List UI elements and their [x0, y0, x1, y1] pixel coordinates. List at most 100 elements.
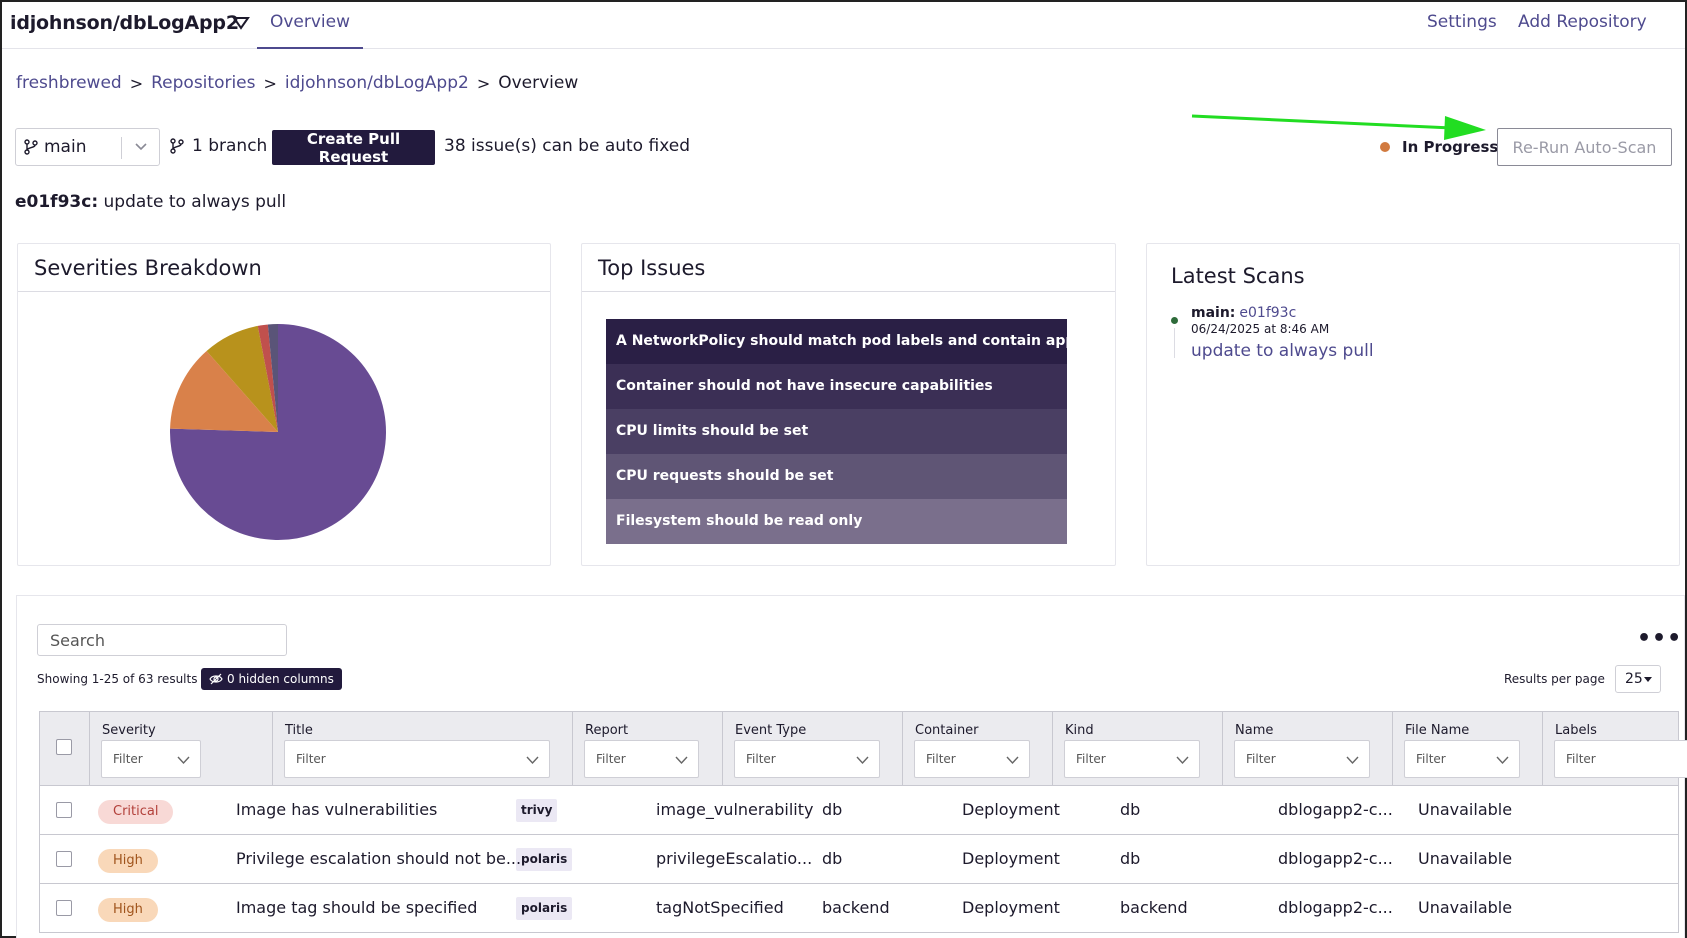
- filter-placeholder: Filter: [1246, 752, 1276, 766]
- pie-slice-critical[interactable]: [257, 324, 278, 432]
- more-options-icon[interactable]: •••: [1637, 626, 1683, 651]
- settings-link[interactable]: Settings: [1427, 12, 1497, 32]
- column-filter-name[interactable]: Filter: [1234, 740, 1370, 778]
- column-label: Labels: [1555, 723, 1597, 738]
- top-issue-item[interactable]: Container should not have insecure capab…: [606, 364, 1067, 409]
- cell-name: db: [1120, 849, 1141, 868]
- table-header: Severity Filter Title Filter Report Filter Eve…: [39, 711, 1687, 786]
- breadcrumb-current: Overview: [498, 73, 579, 93]
- repo-dropdown-icon[interactable]: [232, 16, 250, 30]
- scan-date: 06/24/2025 at 8:46 AM: [1191, 322, 1330, 336]
- row-checkbox[interactable]: [56, 900, 72, 916]
- column-label: Report: [585, 723, 629, 738]
- severities-title: Severities Breakdown: [18, 244, 550, 292]
- add-repository-link[interactable]: Add Repository: [1518, 12, 1647, 32]
- latest-scans-card: Latest Scans main: e01f93c 06/24/2025 at …: [1146, 243, 1680, 566]
- results-per-page-value: 25: [1625, 671, 1643, 687]
- cell-file-name: dblogapp2-c...: [1278, 800, 1393, 819]
- table-row[interactable]: High polaris Privilege escalation should n…: [39, 835, 1679, 884]
- pie-slice-high[interactable]: [170, 350, 278, 432]
- select-all-checkbox[interactable]: [56, 739, 72, 755]
- column-filter-kind[interactable]: Filter: [1064, 740, 1200, 778]
- top-issue-item[interactable]: CPU requests should be set: [606, 454, 1067, 499]
- chevron-down-icon: [1176, 756, 1189, 765]
- row-checkbox[interactable]: [56, 802, 72, 818]
- breadcrumb-repo[interactable]: idjohnson/dbLogApp2: [284, 73, 469, 93]
- table-row[interactable]: High polaris Image tag should be specified…: [39, 884, 1679, 933]
- top-issue-item[interactable]: Filesystem should be read only: [606, 499, 1067, 544]
- git-branch-icon: [24, 139, 38, 155]
- severities-pie-chart[interactable]: [168, 322, 388, 542]
- tab-overview[interactable]: Overview: [257, 2, 363, 49]
- chevron-down-icon: [856, 756, 869, 765]
- pie-slice-medium[interactable]: [206, 325, 278, 432]
- report-badge: polaris: [516, 848, 573, 871]
- cell-kind: Deployment: [962, 800, 1060, 819]
- column-filter-title[interactable]: Filter: [284, 740, 550, 778]
- column-header-file-name[interactable]: File Name Filter: [1393, 712, 1543, 785]
- cell-labels: Unavailable: [1418, 898, 1513, 917]
- severities-card: Severities Breakdown: [17, 243, 551, 566]
- branch-count-label: 1 branch: [192, 136, 268, 156]
- create-pull-request-button[interactable]: Create Pull Request: [272, 130, 435, 166]
- breadcrumb-freshbrewed[interactable]: freshbrewed: [16, 73, 122, 93]
- breadcrumb-repositories[interactable]: Repositories: [151, 73, 256, 93]
- top-issues-card: Top Issues A NetworkPolicy should match …: [581, 243, 1116, 566]
- scan-timeline-line: [1174, 328, 1175, 358]
- column-label: Container: [915, 723, 979, 738]
- filter-placeholder: Filter: [1076, 752, 1106, 766]
- search-input[interactable]: [37, 624, 287, 656]
- branch-count[interactable]: 1 branch: [170, 136, 267, 156]
- cell-event-type: privilegeEscalatio...: [656, 849, 813, 868]
- row-checkbox[interactable]: [56, 851, 72, 867]
- pie-slice-none[interactable]: [170, 324, 386, 540]
- results-per-page-select[interactable]: 25: [1615, 665, 1661, 693]
- column-label: Kind: [1065, 723, 1094, 738]
- scan-hash-link[interactable]: e01f93c: [1239, 305, 1297, 321]
- scan-branch: main: e01f93c: [1191, 305, 1296, 321]
- column-filter-severity[interactable]: Filter: [101, 740, 201, 778]
- column-filter-report[interactable]: Filter: [584, 740, 699, 778]
- commit-message: update to always pull: [103, 192, 287, 212]
- cell-kind: Deployment: [962, 849, 1060, 868]
- chevron-down-icon: [1346, 756, 1359, 765]
- column-label: File Name: [1405, 723, 1470, 738]
- filter-placeholder: Filter: [746, 752, 776, 766]
- filter-placeholder: Filter: [926, 752, 956, 766]
- branch-select[interactable]: main: [15, 128, 160, 166]
- repo-title[interactable]: idjohnson/dbLogApp2: [10, 12, 239, 34]
- breadcrumb-separator: >: [129, 73, 144, 93]
- column-header-report[interactable]: Report Filter: [573, 712, 723, 785]
- column-filter-labels[interactable]: Filter: [1554, 740, 1687, 778]
- column-filter-event-type[interactable]: Filter: [734, 740, 880, 778]
- chevron-down-icon[interactable]: [134, 142, 148, 152]
- column-header-title[interactable]: Title Filter: [273, 712, 573, 785]
- current-commit: e01f93c: update to always pull: [15, 192, 286, 212]
- cell-kind: Deployment: [962, 898, 1060, 917]
- annotation-arrow-icon: [1191, 114, 1486, 140]
- rerun-autoscan-button[interactable]: Re-Run Auto-Scan: [1497, 128, 1672, 166]
- column-header-labels[interactable]: Labels Filter: [1543, 712, 1687, 785]
- pie-slice-low[interactable]: [267, 324, 278, 432]
- top-issue-item[interactable]: A NetworkPolicy should match pod labels …: [606, 319, 1067, 364]
- column-header-container[interactable]: Container Filter: [903, 712, 1053, 785]
- filter-placeholder: Filter: [296, 752, 326, 766]
- hidden-columns-button[interactable]: 0 hidden columns: [201, 668, 342, 690]
- column-header-name[interactable]: Name Filter: [1223, 712, 1393, 785]
- column-filter-file-name[interactable]: Filter: [1404, 740, 1520, 778]
- breadcrumb-separator: >: [263, 73, 277, 93]
- column-label: Event Type: [735, 723, 807, 738]
- scan-timeline-dot: [1171, 317, 1178, 324]
- eye-off-icon: [209, 673, 223, 685]
- table-row[interactable]: Critical trivy Image has vulnerabilities im…: [39, 786, 1679, 835]
- column-header-kind[interactable]: Kind Filter: [1053, 712, 1223, 785]
- column-header-event-type[interactable]: Event Type Filter: [723, 712, 903, 785]
- cell-labels: Unavailable: [1418, 849, 1513, 868]
- top-issue-item[interactable]: CPU limits should be set: [606, 409, 1067, 454]
- scan-commit-message-link[interactable]: update to always pull: [1191, 341, 1374, 361]
- cell-event-type: tagNotSpecified: [656, 898, 784, 917]
- severity-badge: High: [98, 898, 158, 922]
- commit-hash: e01f93c:: [15, 192, 99, 212]
- column-header-severity[interactable]: Severity Filter: [90, 712, 273, 785]
- column-filter-container[interactable]: Filter: [914, 740, 1030, 778]
